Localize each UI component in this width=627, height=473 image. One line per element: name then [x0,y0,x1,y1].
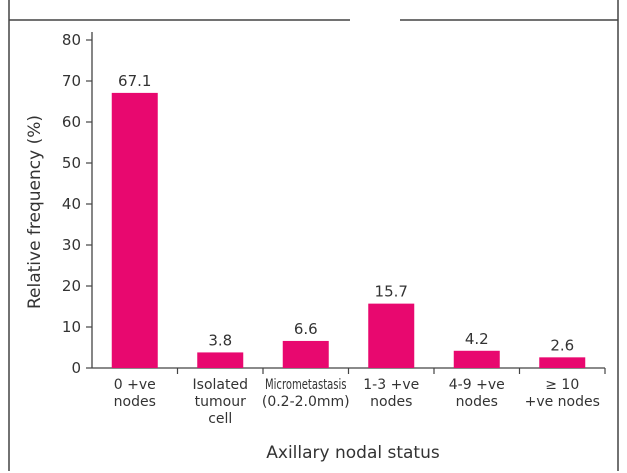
x-ticks: 0 +venodesIsolatedtumourcellMicrometasta… [114,368,606,427]
value-label: 15.7 [375,283,408,301]
y-tick-label: 80 [62,31,81,49]
y-tick-label: 70 [62,72,81,90]
y-tick-label: 0 [71,359,81,377]
value-labels: 67.1 3.8 6.6 15.7 4.2 2.6 [118,72,574,354]
bar [282,340,329,368]
bars [111,92,586,368]
y-tick-label: 30 [62,236,81,254]
x-tick-label: nodes [114,394,156,410]
value-label: 2.6 [550,336,574,354]
x-tick-label: ≥ 10 [545,377,579,393]
bar [539,357,586,368]
y-tick-label: 60 [62,113,81,131]
value-label: 67.1 [118,72,151,90]
x-tick-label: Isolated [193,377,248,393]
frame-border [8,0,619,471]
x-tick-label: nodes [370,394,412,410]
y-ticks: 0 10 20 30 40 50 60 70 80 [62,31,92,377]
value-label: 3.8 [208,331,232,349]
bar [111,92,158,368]
x-tick-label: 4-9 +ve [449,377,505,393]
x-tick-label: 0 +ve [114,377,156,393]
x-axis-title: Axillary nodal status [266,443,440,463]
x-tick-label: tumour [195,394,246,410]
y-tick-label: 50 [62,154,81,172]
value-label: 6.6 [294,320,318,338]
x-tick-label: Micrometastasis [265,377,347,393]
x-tick-label: cell [208,411,232,427]
y-tick-label: 10 [62,318,81,336]
x-tick-label: nodes [456,394,498,410]
bar [453,350,500,368]
bar [197,352,244,368]
x-tick-label: 1-3 +ve [363,377,419,393]
y-axis-title: Relative frequency (%) [25,115,45,309]
x-tick-label: +ve nodes [525,394,600,410]
value-label: 4.2 [465,330,489,348]
plot-area: 0 10 20 30 40 50 60 70 80 67.1 3.8 6.6 15.7 4.2 2.6 0… [62,31,606,427]
y-tick-label: 20 [62,277,81,295]
x-tick-label: (0.2-2.0mm) [262,394,350,410]
y-tick-label: 40 [62,195,81,213]
bar [368,303,415,368]
